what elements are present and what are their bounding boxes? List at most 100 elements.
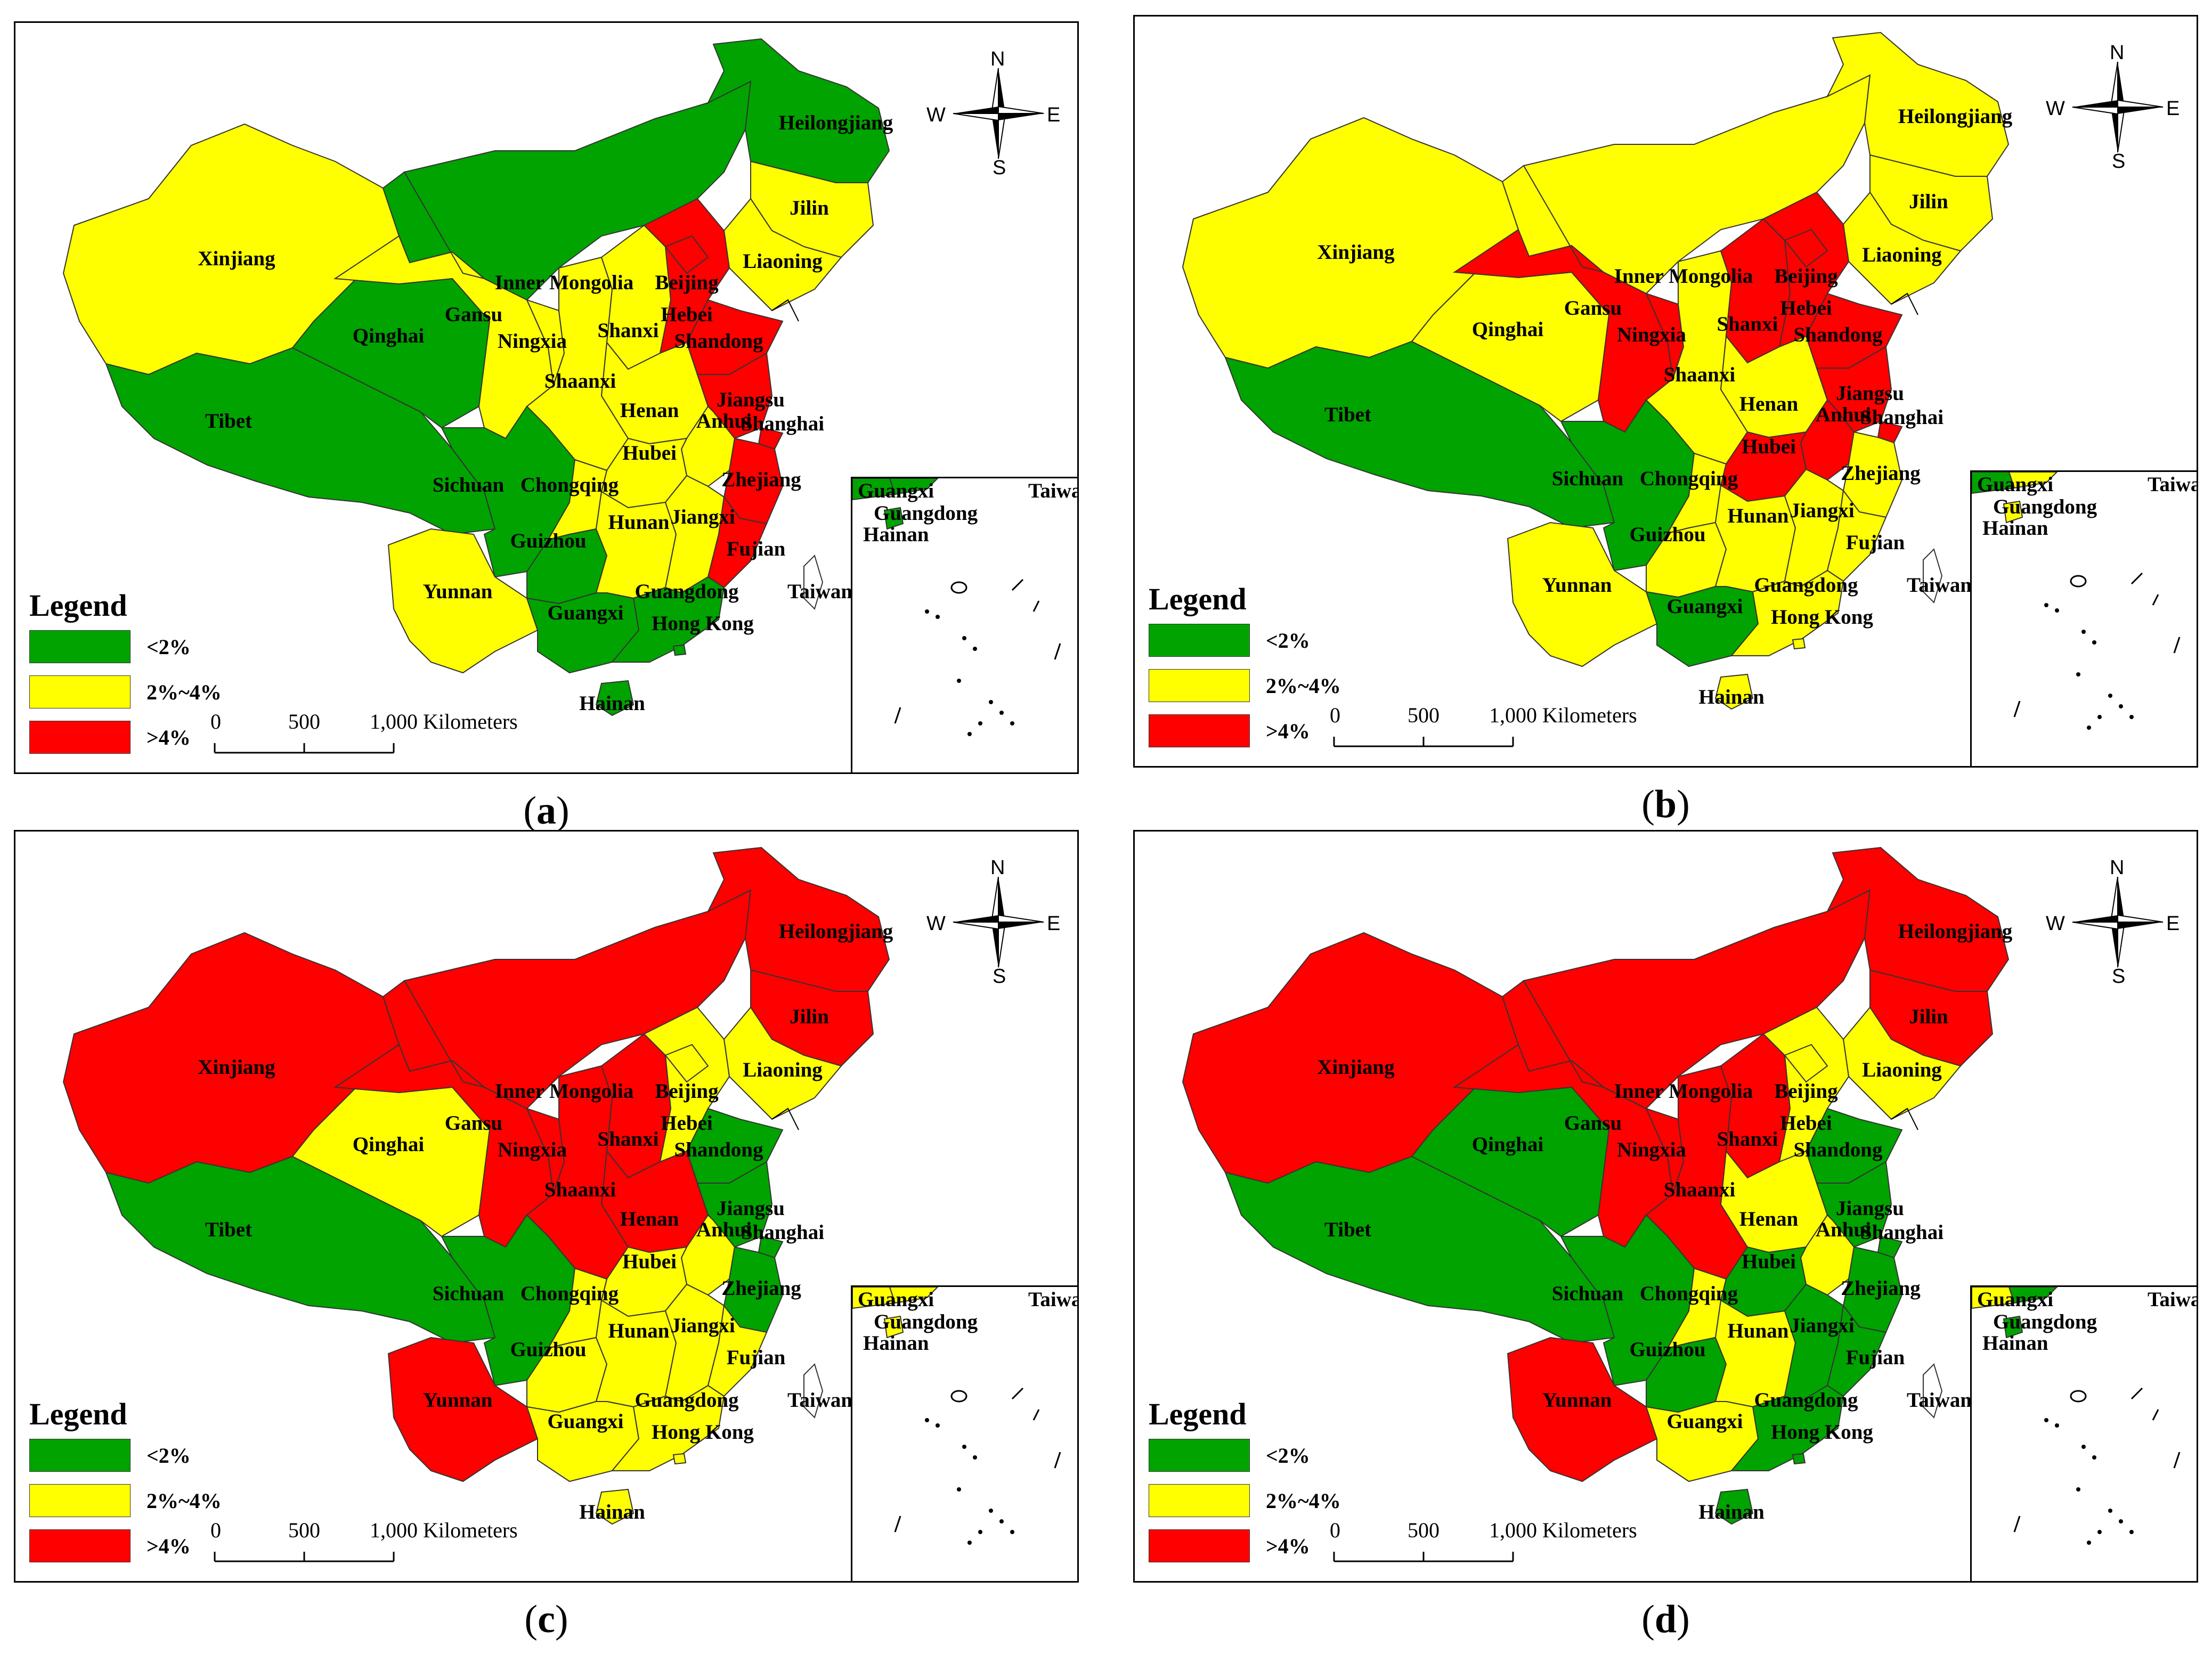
province-hong-kong: [1792, 1453, 1806, 1465]
inset-label-c: Hainan: [863, 523, 929, 546]
label-gansu: Gansu: [1564, 1112, 1622, 1135]
province-yunnan: [1507, 1337, 1658, 1482]
province-shanxi: [600, 1033, 672, 1179]
scale-label-t0: 0: [1330, 703, 1340, 727]
label-heilongjiang: Heilongjiang: [1898, 920, 2013, 943]
legend-swatch: [29, 1439, 131, 1472]
legend-swatch: [29, 630, 131, 663]
province-inner-mongolia: [1501, 889, 1871, 1110]
label-shanxi: Shanxi: [1717, 313, 1778, 336]
coastline: [771, 299, 799, 322]
china-map: Xinjiang Tibet Qinghai Gansu Inner Mongolia H…: [62, 38, 893, 716]
legend-swatch: [1149, 624, 1250, 657]
label-hebei: Hebei: [661, 303, 713, 326]
province-yunnan: [1507, 522, 1658, 667]
north-arrow-icon: N S W E: [2046, 857, 2180, 988]
map-frame: Xinjiang Tibet Qinghai Gansu Inner Mongolia H…: [1133, 15, 2198, 768]
label-liaoning: Liaoning: [1862, 1058, 1942, 1081]
label-shanxi: Shanxi: [598, 1128, 659, 1151]
inset-label-d: Taiwan: [2148, 473, 2198, 496]
compass-w: W: [2046, 97, 2065, 120]
label-hebei: Hebei: [1780, 297, 1832, 320]
label-shanghai: Shanghai: [1860, 1221, 1943, 1244]
province-fujian: [1826, 489, 1887, 582]
label-gansu: Gansu: [445, 303, 502, 326]
label-jiangsu: Jiangsu: [1836, 1197, 1904, 1220]
province-hainan: [1714, 673, 1754, 710]
label-sichuan: Sichuan: [1552, 1282, 1624, 1305]
label-shaanxi: Shaanxi: [1664, 1178, 1736, 1201]
label-hong-kong: Hong Kong: [1771, 606, 1873, 629]
label-sichuan: Sichuan: [433, 1282, 505, 1305]
inset-label-c: Hainan: [863, 1332, 929, 1355]
label-heilongjiang: Heilongjiang: [779, 920, 893, 943]
label-jiangsu: Jiangsu: [717, 388, 785, 411]
label-beijing: Beijing: [1774, 265, 1838, 288]
compass-e: E: [2166, 97, 2180, 120]
coastline: [1891, 1107, 1918, 1130]
province-hebei: [643, 198, 730, 354]
compass-s: S: [993, 965, 1006, 988]
province-heilongjiang: [706, 846, 890, 992]
label-anhui: Anhui: [696, 410, 752, 433]
label-guizhou: Guizhou: [510, 1338, 586, 1361]
inset-label-b: Guangdong: [874, 1310, 978, 1333]
label-guizhou: Guizhou: [1629, 523, 1705, 546]
compass-e: E: [2166, 912, 2180, 935]
label-taiwan: Taiwan: [1907, 1389, 1972, 1412]
province-shanxi: [1720, 218, 1791, 364]
province-liaoning: [723, 1006, 842, 1120]
label-shandong: Shandong: [674, 330, 763, 353]
compass-n: N: [2110, 857, 2125, 879]
scale-bar: [213, 731, 410, 763]
inset-label-a: Guangxi: [858, 1288, 934, 1311]
province-guangdong: [611, 1384, 725, 1471]
province-yunnan: [387, 528, 539, 674]
label-gansu: Gansu: [445, 1112, 502, 1135]
province-hong-kong: [672, 644, 687, 656]
province-hebei: [1762, 1006, 1850, 1163]
label-hubei: Hubei: [1742, 1250, 1796, 1273]
scale-label-t1: 500: [288, 1518, 320, 1542]
inset-label-b: Guangdong: [1993, 495, 2097, 518]
map-frame: Xinjiang Tibet Qinghai Gansu Inner Mongolia H…: [1133, 830, 2198, 1583]
label-guangxi: Guangxi: [1666, 595, 1743, 618]
label-xinjiang: Xinjiang: [1317, 241, 1395, 264]
province-taiwan: [1923, 1363, 1943, 1419]
label-jiangsu: Jiangsu: [1836, 382, 1904, 405]
label-tibet: Tibet: [1324, 403, 1371, 426]
label-qinghai: Qinghai: [1472, 318, 1544, 341]
scale-label-t1: 500: [1408, 1518, 1440, 1542]
label-ningxia: Ningxia: [1617, 323, 1686, 346]
inset-label-a: Guangxi: [858, 479, 934, 502]
coastline: [1891, 292, 1918, 315]
map-frame: Xinjiang Tibet Qinghai Gansu Inner Mongolia H…: [14, 21, 1079, 774]
legend-swatch: [1149, 714, 1250, 747]
province-heilongjiang: [1826, 31, 2010, 177]
panel-caption: (a): [523, 789, 570, 833]
label-hubei: Hubei: [622, 1250, 677, 1273]
label-hainan: Hainan: [579, 1501, 645, 1523]
label-henan: Henan: [1739, 393, 1799, 415]
label-liaoning: Liaoning: [743, 250, 823, 273]
label-liaoning: Liaoning: [743, 1058, 823, 1081]
label-beijing: Beijing: [655, 271, 719, 294]
north-arrow-icon: N S W E: [926, 48, 1060, 179]
legend-swatch: [1149, 1439, 1250, 1472]
province-heilongjiang: [1826, 846, 2010, 992]
province-guangdong: [1730, 1384, 1844, 1471]
province-liaoning: [1842, 1006, 1962, 1120]
label-xinjiang: Xinjiang: [1317, 1056, 1395, 1079]
label-tibet: Tibet: [1324, 1218, 1371, 1241]
label-heilongjiang: Heilongjiang: [779, 111, 893, 134]
province-liaoning: [1842, 191, 1962, 305]
coastline: [771, 1107, 799, 1130]
label-heilongjiang: Heilongjiang: [1898, 105, 2013, 128]
label-jiangxi: Jiangxi: [670, 1314, 735, 1337]
china-map: Xinjiang Tibet Qinghai Gansu Inner Mongolia H…: [62, 846, 893, 1525]
province-yunnan: [387, 1337, 539, 1482]
scale-label-t0: 0: [1330, 1518, 1340, 1542]
label-qinghai: Qinghai: [353, 1133, 425, 1156]
